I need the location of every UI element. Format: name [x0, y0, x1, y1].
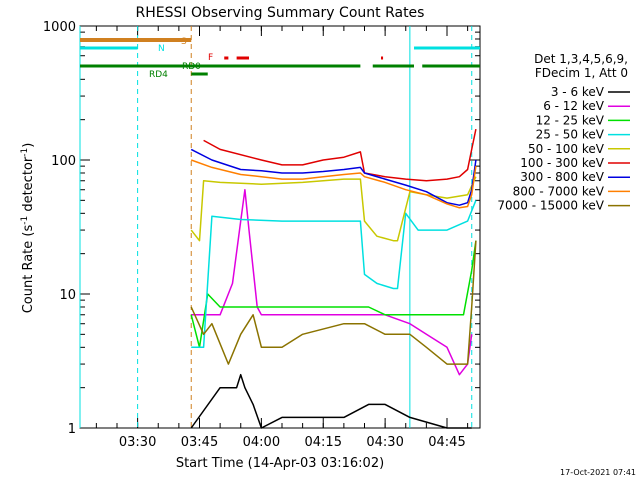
flag-label-rd4: RD4: [149, 70, 168, 80]
x-tick-label: 03:45: [181, 435, 218, 450]
series-line: [190, 240, 477, 365]
legend-entry-label: 25 - 50 keV: [536, 128, 605, 142]
flag-label-rd0: RD0: [182, 62, 201, 72]
y-axis-label: Count Rate (s-1 detector-1): [20, 143, 36, 314]
footer-date: 17-Oct-2021 07:41: [560, 468, 636, 477]
x-axis-label: Start Time (14-Apr-03 03:16:02): [176, 456, 384, 471]
y-axis-label-part: Count Rate (s: [21, 225, 36, 314]
legend-entry-label: 100 - 300 keV: [520, 156, 604, 170]
legend-entry-label: 12 - 25 keV: [536, 113, 605, 127]
legend-entry-label: 300 - 800 keV: [520, 170, 604, 184]
x-tick-label: 04:00: [243, 435, 280, 450]
y-tick-label: 1000: [43, 20, 76, 35]
plot-frame: [79, 25, 481, 429]
series-line: [190, 148, 477, 206]
series-line: [191, 200, 477, 349]
x-tick-label: 04:45: [428, 435, 465, 450]
flag-label-s: S: [181, 37, 187, 47]
series-line: [190, 373, 472, 429]
legend-entry-label: 3 - 6 keV: [551, 85, 605, 99]
series-line: [190, 159, 477, 209]
x-tick-label: 04:15: [305, 435, 342, 450]
y-tick-label: 10: [59, 288, 76, 303]
legend-header: FDecim 1, Att 0: [535, 66, 628, 80]
flag-label-n: N: [158, 44, 165, 54]
chart-title: RHESSI Observing Summary Count Rates: [136, 5, 425, 21]
y-axis-label-part: detector: [21, 156, 36, 216]
y-axis-label-sup: -1: [20, 148, 30, 157]
legend-entry-label: 6 - 12 keV: [543, 99, 605, 113]
y-axis-label-sup: -1: [20, 216, 30, 225]
y-axis-label-part: ): [21, 143, 36, 148]
x-tick-label: 04:30: [366, 435, 403, 450]
legend-entry-label: 50 - 100 keV: [528, 142, 605, 156]
legend-header: Det 1,3,4,5,6,9,: [534, 52, 628, 66]
legend-entry-label: 800 - 7000 keV: [513, 184, 605, 198]
series-line: [203, 128, 477, 182]
series-line: [191, 188, 473, 376]
flag-label-f: F: [208, 53, 213, 63]
series-line: [190, 240, 477, 349]
y-tick-label: 100: [51, 154, 76, 169]
series-line: [190, 176, 477, 242]
legend-entry-label: 7000 - 15000 keV: [497, 199, 604, 213]
y-tick-label: 1: [68, 422, 76, 437]
x-tick-label: 03:30: [119, 435, 156, 450]
